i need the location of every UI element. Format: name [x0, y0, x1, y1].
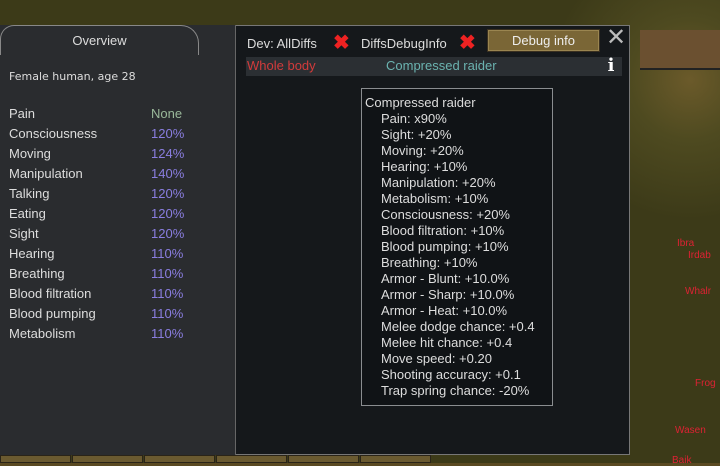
bottom-tab[interactable] — [0, 455, 71, 463]
dev-alldiffs-label: Dev: AllDiffs — [247, 36, 317, 51]
capacity-value: 110% — [151, 266, 184, 281]
debug-info-button[interactable]: Debug info — [487, 29, 600, 52]
window-border — [198, 25, 630, 26]
capacity-row[interactable]: Talking 120% — [9, 186, 229, 201]
capacity-value: 120% — [151, 186, 185, 201]
capacity-name: Blood filtration — [9, 286, 92, 301]
tooltip-line: Blood filtration: +10% — [381, 223, 505, 238]
tooltip-line: Pain: x90% — [381, 111, 447, 126]
capacity-value: 110% — [151, 246, 184, 261]
capacity-row[interactable]: Sight 120% — [9, 226, 229, 241]
pawn-label[interactable]: Wasen — [675, 425, 706, 436]
capacity-value: 124% — [151, 146, 185, 161]
bottom-tab[interactable] — [288, 455, 359, 463]
alldiffs-toggle-x-icon[interactable]: ✖ — [333, 32, 350, 54]
capacity-row[interactable]: Breathing 110% — [9, 266, 229, 281]
pawn-label[interactable]: Whalr — [685, 286, 712, 297]
capacity-name: Breathing — [9, 266, 65, 281]
tooltip-line: Armor - Sharp: +10.0% — [381, 287, 515, 302]
tooltip-line: Blood pumping: +10% — [381, 239, 509, 254]
capacity-value: 110% — [151, 326, 184, 341]
capacity-name: Hearing — [9, 246, 55, 261]
capacity-row[interactable]: Moving 124% — [9, 146, 229, 161]
overview-panel — [0, 25, 236, 455]
hediff-name[interactable]: Compressed raider — [386, 58, 497, 73]
tooltip-line: Moving: +20% — [381, 143, 464, 158]
hediff-row[interactable] — [246, 57, 622, 76]
tooltip-line: Armor - Blunt: +10.0% — [381, 271, 510, 286]
capacity-name: Talking — [9, 186, 50, 201]
capacity-value: 120% — [151, 126, 185, 141]
capacity-value: None — [151, 106, 183, 121]
capacity-value: 140% — [151, 166, 185, 181]
capacity-row[interactable]: Eating 120% — [9, 206, 229, 221]
capacity-name: Moving — [9, 146, 51, 161]
tooltip-line: Sight: +20% — [381, 127, 452, 142]
diffsdebuginfo-toggle-x-icon[interactable]: ✖ — [459, 32, 476, 54]
map-terrain — [640, 30, 720, 70]
tooltip-line: Manipulation: +20% — [381, 175, 496, 190]
pawn-label[interactable]: Frog — [695, 378, 716, 389]
diffs-debug-info-label: DiffsDebugInfo — [361, 36, 447, 51]
capacity-row[interactable]: Consciousness 120% — [9, 126, 229, 141]
tooltip-line: Hearing: +10% — [381, 159, 468, 174]
tooltip-line: Trap spring chance: -20% — [381, 383, 530, 398]
capacity-name: Manipulation — [9, 166, 83, 181]
tooltip-title: Compressed raider — [365, 95, 476, 110]
capacity-name: Sight — [9, 226, 39, 241]
pawn-label[interactable]: Ibra — [677, 238, 695, 249]
capacity-value: 120% — [151, 226, 185, 241]
capacity-row[interactable]: Hearing 110% — [9, 246, 229, 261]
pawn-label[interactable]: Irdab — [688, 250, 711, 261]
capacity-row[interactable]: Manipulation 140% — [9, 166, 229, 181]
capacity-name: Pain — [9, 106, 36, 121]
bottom-tab[interactable] — [144, 455, 215, 463]
pawn-label[interactable]: Baik — [672, 455, 692, 466]
info-icon[interactable]: i — [607, 55, 615, 76]
capacity-name: Eating — [9, 206, 46, 221]
capacity-name: Consciousness — [9, 126, 98, 141]
tooltip-line: Melee dodge chance: +0.4 — [381, 319, 535, 334]
capacity-name: Blood pumping — [9, 306, 96, 321]
capacity-row[interactable]: Blood filtration 110% — [9, 286, 229, 301]
pawn-description: Female human, age 28 — [9, 70, 136, 83]
capacity-value: 110% — [151, 286, 184, 301]
tooltip-line: Melee hit chance: +0.4 — [381, 335, 513, 350]
tooltip-line: Metabolism: +10% — [381, 191, 489, 206]
capacity-row[interactable]: Blood pumping 110% — [9, 306, 229, 321]
bottom-tab[interactable] — [72, 455, 143, 463]
capacity-row[interactable]: Metabolism 110% — [9, 326, 229, 341]
hediff-tooltip: Compressed raider Pain: x90% Sight: +20% M… — [361, 88, 553, 406]
tooltip-line: Consciousness: +20% — [381, 207, 510, 222]
tooltip-line: Shooting accuracy: +0.1 — [381, 367, 521, 382]
close-icon[interactable]: ✕ — [606, 24, 627, 51]
tab-overview[interactable]: Overview — [0, 25, 199, 55]
capacity-value: 120% — [151, 206, 185, 221]
tooltip-line: Move speed: +0.20 — [381, 351, 492, 366]
capacity-value: 110% — [151, 306, 184, 321]
tooltip-line: Breathing: +10% — [381, 255, 478, 270]
bottom-tab[interactable] — [216, 455, 287, 463]
capacity-row[interactable]: Pain None — [9, 106, 229, 121]
tooltip-line: Armor - Heat: +10.0% — [381, 303, 508, 318]
capacity-name: Metabolism — [9, 326, 76, 341]
bottom-tab[interactable] — [360, 455, 431, 463]
body-part-label: Whole body — [247, 58, 316, 73]
